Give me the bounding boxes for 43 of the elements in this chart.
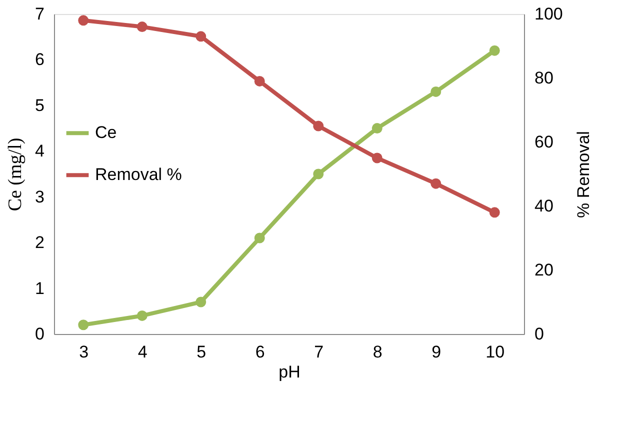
point	[196, 31, 206, 42]
point	[430, 178, 442, 189]
x-tick-label: 5	[196, 342, 206, 362]
point	[78, 15, 89, 26]
x-tick-label: 7	[314, 342, 324, 362]
x-tick-label: 8	[372, 342, 382, 362]
y2-tick-label: 60	[534, 132, 554, 152]
legend-label: Removal %	[95, 165, 182, 184]
y-tick-label: 3	[35, 187, 44, 206]
point	[78, 320, 89, 330]
point	[254, 76, 265, 86]
x-tick-label: 9	[432, 342, 442, 362]
point	[313, 120, 324, 132]
y-tick-label: 6	[35, 50, 44, 70]
y2-tick-label: 40	[534, 196, 554, 216]
legend-label: Ce	[95, 123, 117, 142]
point	[254, 232, 265, 244]
point	[430, 86, 442, 97]
point	[372, 123, 382, 134]
y-tick-label: 7	[35, 4, 44, 24]
point	[372, 152, 382, 164]
y-tick-label: 4	[35, 142, 44, 161]
x-tick-label: 3	[79, 342, 89, 362]
y2-tick-label: 80	[534, 68, 554, 88]
y2-tick-label: 20	[534, 260, 554, 280]
point	[489, 45, 500, 56]
y-tick-label: 1	[35, 278, 44, 298]
point	[313, 168, 324, 180]
point	[196, 296, 206, 308]
x-axis-title: pH	[278, 362, 300, 382]
y2-tick-label: 0	[534, 324, 544, 344]
x-tick-label: 6	[255, 342, 265, 362]
y-axis-title: Ce (mg/l)	[5, 138, 26, 212]
y2-tick-label: 100	[534, 4, 563, 24]
y-tick-label: 2	[35, 233, 44, 252]
x-tick-label: 4	[138, 342, 148, 362]
point	[136, 310, 148, 321]
point	[489, 207, 500, 218]
y-tick-label: 5	[35, 96, 44, 115]
y-tick-label: 0	[35, 324, 44, 344]
x-tick-label: 10	[486, 342, 505, 362]
point	[136, 22, 148, 32]
y2-axis-title: % Removal	[574, 131, 593, 218]
